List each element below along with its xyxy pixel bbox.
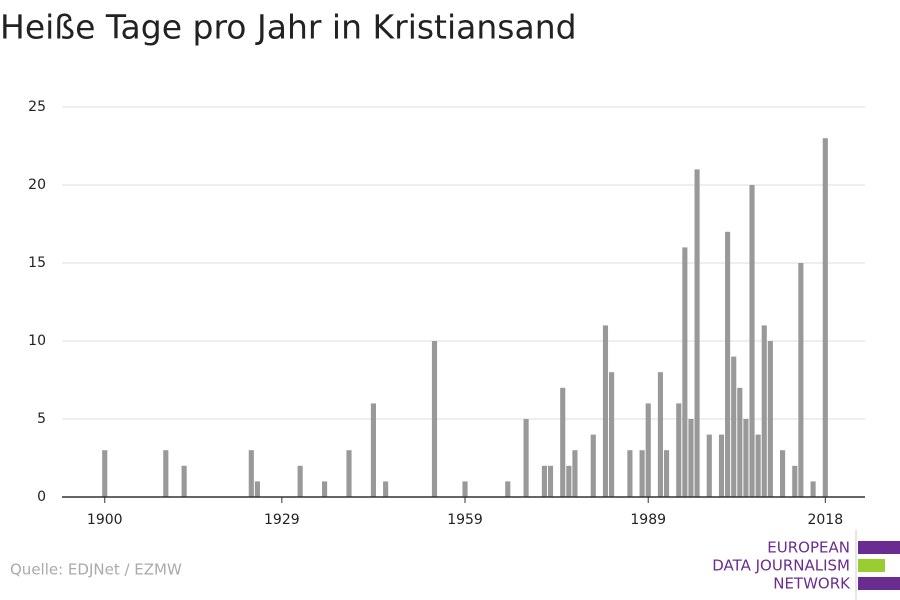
bar xyxy=(297,465,303,497)
bar xyxy=(755,434,761,497)
bar xyxy=(743,419,749,497)
bar xyxy=(566,465,572,497)
bar xyxy=(731,356,737,497)
bar xyxy=(767,341,773,497)
logo-bar xyxy=(858,577,900,590)
bar xyxy=(761,325,767,497)
bar xyxy=(694,169,700,497)
bar xyxy=(688,419,694,497)
bar xyxy=(663,450,670,497)
x-tick-label: 1929 xyxy=(264,512,300,528)
x-tick-label: 1959 xyxy=(447,512,483,528)
bar xyxy=(706,434,712,497)
bar xyxy=(639,450,645,497)
bar xyxy=(547,465,554,497)
bar xyxy=(102,450,108,497)
y-tick-label: 15 xyxy=(28,255,46,271)
bar xyxy=(645,403,651,497)
bar xyxy=(779,450,786,497)
bar xyxy=(676,403,682,497)
bar xyxy=(590,434,596,497)
bar xyxy=(718,434,725,497)
bar xyxy=(657,372,663,497)
bar xyxy=(431,341,438,497)
bar xyxy=(737,387,743,497)
bar xyxy=(541,465,547,497)
logo-bar xyxy=(858,541,900,554)
bar xyxy=(609,372,615,497)
bar xyxy=(627,450,633,497)
bar xyxy=(523,419,529,497)
logo-bar xyxy=(858,559,885,572)
bar xyxy=(181,465,187,497)
logo-text: DATA JOURNALISM xyxy=(712,557,850,575)
y-tick-label: 20 xyxy=(28,177,46,193)
bar xyxy=(370,403,376,497)
y-tick-label: 5 xyxy=(37,411,46,427)
bar xyxy=(725,231,731,498)
bar xyxy=(248,450,254,497)
bar xyxy=(682,247,688,497)
bar xyxy=(560,387,566,497)
bar xyxy=(602,325,609,497)
bar xyxy=(505,481,511,497)
bar xyxy=(572,450,578,497)
x-tick-label: 1989 xyxy=(630,512,666,528)
bar xyxy=(254,481,260,497)
bar xyxy=(798,263,804,497)
y-tick-label: 25 xyxy=(28,99,46,115)
bar xyxy=(383,481,389,497)
bar xyxy=(810,481,816,497)
bar xyxy=(822,138,828,497)
bar xyxy=(749,185,755,497)
bar xyxy=(462,481,468,497)
chart-title: Heiße Tage pro Jahr in Kristiansand xyxy=(0,8,577,47)
bar xyxy=(163,450,169,497)
bar xyxy=(322,481,328,497)
source: Quelle: EDJNet / EZMW xyxy=(10,561,182,579)
logo-text: NETWORK xyxy=(773,575,851,593)
bar xyxy=(346,450,352,497)
y-tick-label: 0 xyxy=(37,489,46,505)
y-tick-label: 10 xyxy=(28,333,46,349)
logo-text: EUROPEAN xyxy=(767,539,850,557)
x-tick-label: 1900 xyxy=(87,512,123,528)
bar xyxy=(792,465,798,497)
x-tick-label: 2018 xyxy=(807,512,843,528)
